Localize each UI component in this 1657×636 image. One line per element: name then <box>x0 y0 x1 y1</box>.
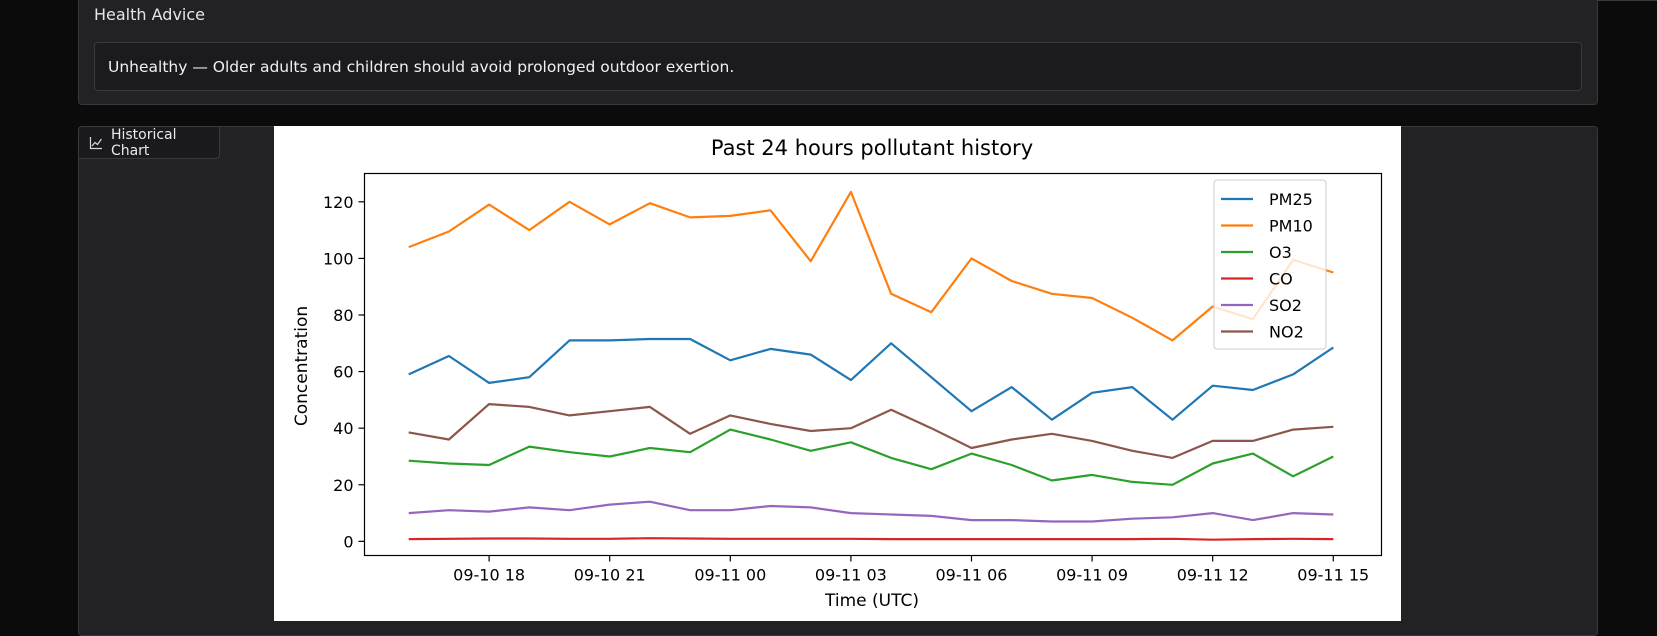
chart-title: Past 24 hours pollutant history <box>711 136 1033 160</box>
x-tick-label: 09-11 09 <box>1056 566 1128 585</box>
line-chart-icon <box>89 136 102 149</box>
y-tick-label: 120 <box>323 193 354 212</box>
y-tick-label: 100 <box>323 249 354 268</box>
x-tick-label: 09-10 21 <box>574 566 646 585</box>
y-tick-label: 20 <box>333 476 353 495</box>
series-line-no2 <box>408 403 1334 459</box>
y-tick-label: 40 <box>333 419 353 438</box>
series-line-pm25 <box>408 337 1334 421</box>
series-line-co <box>408 537 1334 541</box>
x-axis-label: Time (UTC) <box>824 591 919 611</box>
plot-frame <box>363 172 1383 557</box>
legend-label: SO2 <box>1269 296 1302 315</box>
x-axis: 09-10 18 09-10 21 09-11 00 09-11 03 09-11 06… <box>453 555 1369 585</box>
x-tick-label: 09-11 15 <box>1297 566 1369 585</box>
chart-legend: PM25 PM10 O3 CO SO2 NO2 <box>1213 179 1327 350</box>
x-tick-label: 09-10 18 <box>453 566 525 585</box>
x-tick-label: 09-11 06 <box>936 566 1008 585</box>
health-advice-textbox[interactable]: Unhealthy — Older adults and children sh… <box>94 42 1582 91</box>
y-tick-label: 0 <box>343 532 353 551</box>
legend-label: O3 <box>1269 243 1292 262</box>
pollutant-history-chart: Past 24 hours pollutant history 0 20 40 60 8… <box>292 136 1383 611</box>
legend-label: CO <box>1269 270 1293 289</box>
legend-label: PM10 <box>1269 217 1313 236</box>
y-axis-label: Concentration <box>292 306 312 426</box>
legend-label: NO2 <box>1269 323 1304 342</box>
series-line-so2 <box>408 500 1334 523</box>
series-line-pm10 <box>408 190 1334 342</box>
health-advice-label: Health Advice <box>94 5 205 24</box>
chart-canvas: Past 24 hours pollutant history 0 20 40 60 8… <box>274 126 1401 621</box>
series-line-o3 <box>408 428 1334 486</box>
x-tick-label: 09-11 00 <box>694 566 766 585</box>
legend-label: PM25 <box>1269 190 1313 209</box>
y-tick-label: 80 <box>333 306 353 325</box>
x-tick-label: 09-11 12 <box>1177 566 1249 585</box>
y-tick-label: 60 <box>333 363 353 382</box>
health-advice-panel: Health Advice Unhealthy — Older adults a… <box>78 0 1598 105</box>
health-advice-text: Unhealthy — Older adults and children sh… <box>108 57 735 76</box>
series-lines <box>408 190 1334 541</box>
x-tick-label: 09-11 03 <box>815 566 887 585</box>
historical-chart-tab-label: Historical Chart <box>110 126 177 159</box>
historical-chart-tab[interactable]: Historical Chart <box>78 126 220 159</box>
legend-frame <box>1213 179 1327 350</box>
y-axis: 0 20 40 60 80 100 120 <box>323 193 365 551</box>
